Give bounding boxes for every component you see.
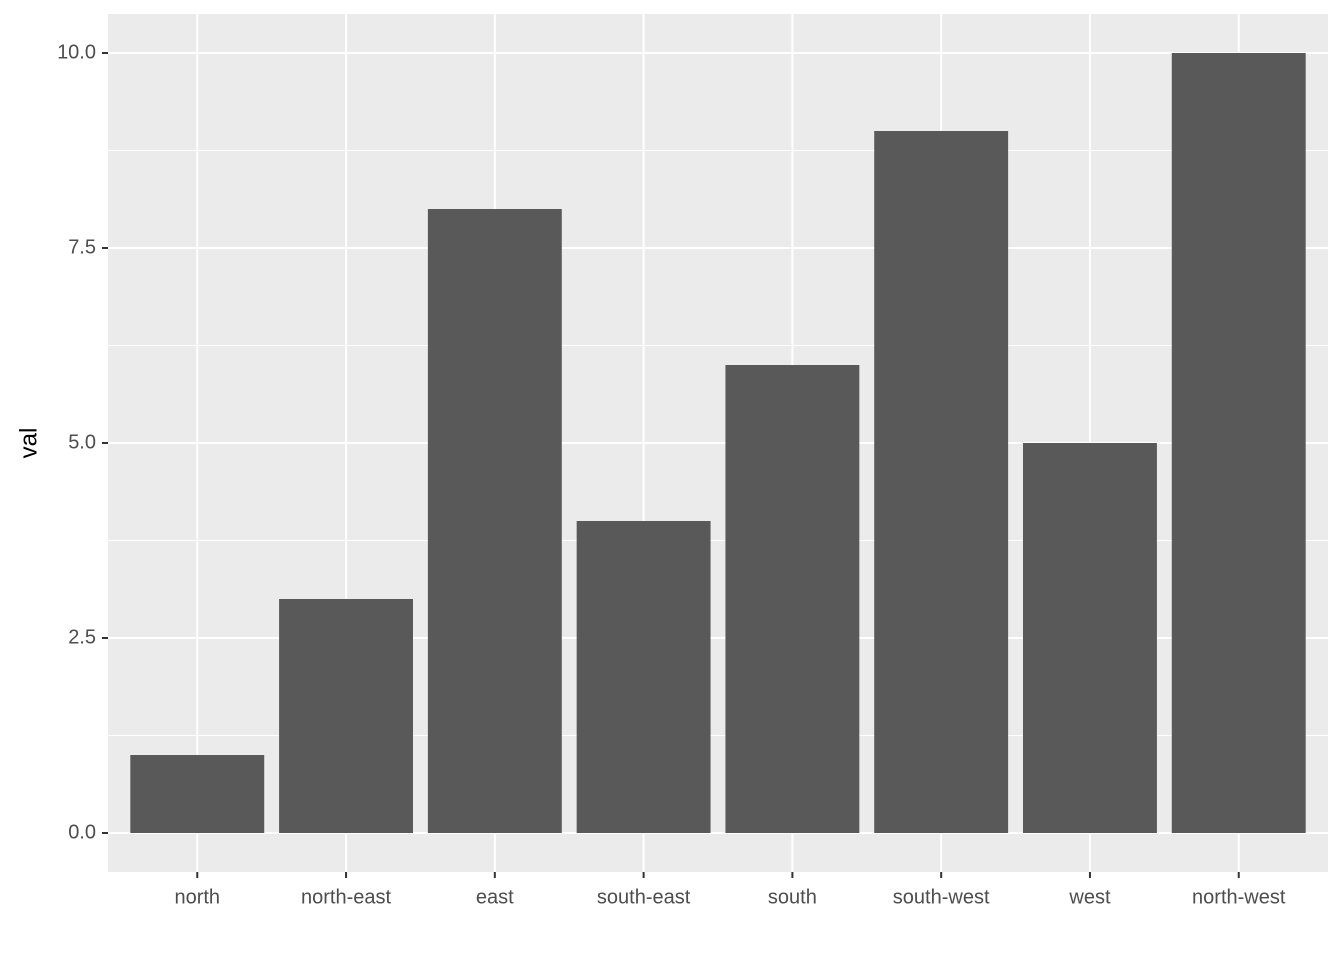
x-tick-label: west <box>1068 886 1111 908</box>
bar <box>576 521 711 833</box>
x-tick-label: south <box>768 886 817 908</box>
bar <box>1171 53 1306 833</box>
x-tick-label: north-east <box>301 886 391 908</box>
x-tick-label: east <box>476 886 514 908</box>
y-tick-label: 2.5 <box>68 626 96 648</box>
y-tick-label: 0.0 <box>68 821 96 843</box>
bar <box>130 755 265 833</box>
x-tick-label: north <box>174 886 220 908</box>
y-axis-title: val <box>15 428 42 459</box>
x-tick-label: north-west <box>1192 886 1286 908</box>
bar <box>427 209 562 833</box>
x-tick-label: south-west <box>893 886 990 908</box>
bar <box>725 365 860 833</box>
y-tick-label: 7.5 <box>68 236 96 258</box>
bar <box>279 599 413 833</box>
y-tick-label: 5.0 <box>68 431 96 453</box>
bar <box>874 131 1009 833</box>
y-tick-label: 10.0 <box>57 41 96 63</box>
bar <box>1023 443 1157 833</box>
x-tick-label: south-east <box>597 886 691 908</box>
